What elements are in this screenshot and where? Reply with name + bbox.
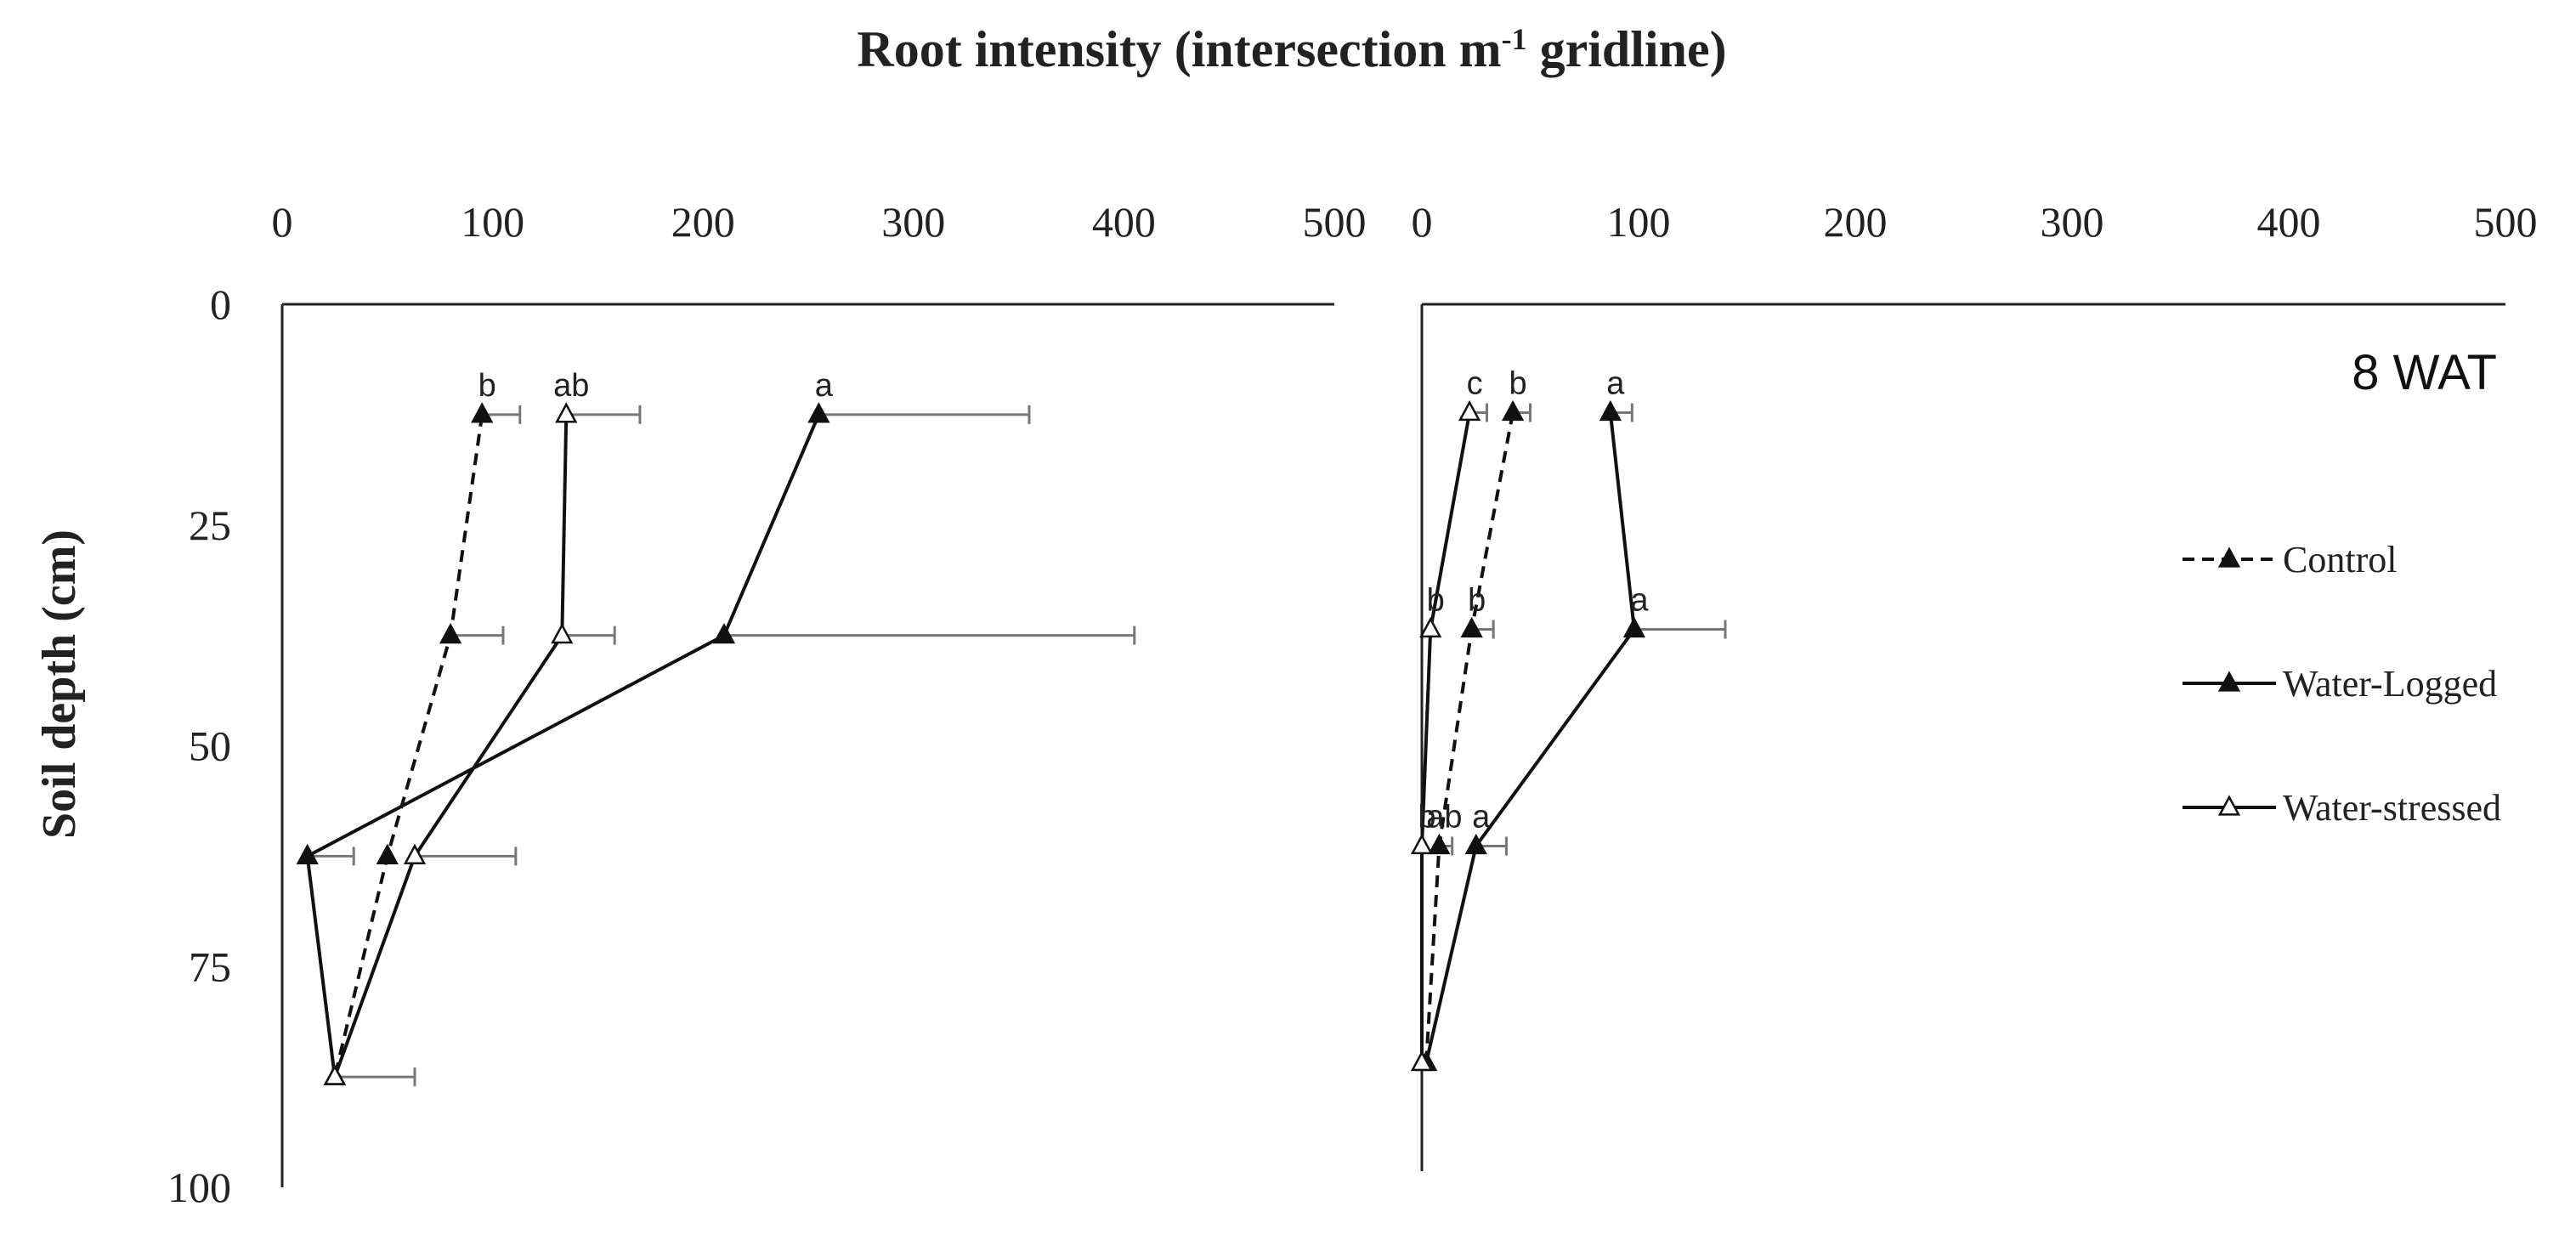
legend: Control Water-Logged Water-stressed [2183,539,2501,829]
significance-letter: b [1509,366,1527,402]
y-tick-label: 100 [167,1164,231,1211]
significance-letter: b [478,368,496,404]
data-point-marker [551,622,574,644]
data-point-marker [1599,399,1622,422]
chart-title-sup: -1 [1502,22,1527,56]
significance-letter: b [1418,800,1435,835]
data-point-marker [1410,1050,1434,1072]
significance-letter: a [1606,366,1625,402]
y-tick-label: 0 [210,280,231,328]
data-point-marker [1419,616,1442,638]
significance-letter: ab [553,368,589,404]
data-point-marker [555,402,578,423]
x-tick-label: 100 [461,198,524,246]
significance-letter: b [1468,583,1486,619]
series-water-stressed: ab [323,368,642,1085]
legend-marker [2217,546,2241,568]
series-line [305,414,821,1078]
y-tick-label: 75 [189,943,231,990]
significance-letter: b [1427,583,1445,619]
x-tick-label: 200 [1824,198,1888,246]
data-point-marker [296,843,319,865]
data-point-marker [1622,616,1646,638]
significance-letter: a [1472,800,1491,835]
series-line [333,414,569,1078]
x-tick-label: 0 [272,198,293,246]
data-point-marker [376,843,399,865]
x-tick-label: 100 [1607,198,1671,246]
panel-1: 0 100 200 300 400 500 0 25 50 75 100 b a ab [167,198,1367,1211]
data-point-marker [1464,833,1487,855]
data-point-marker [403,843,427,865]
data-point-marker [712,622,736,644]
x-tick-label: 400 [2257,198,2321,246]
series-line [1420,412,1472,1063]
series-water-stressed: cbb [1410,366,1488,1072]
data-point-marker [439,622,462,644]
chart-title-main: Root intensity (intersection m [857,21,1501,77]
data-point-marker [323,1064,347,1085]
series-water-logged: a [296,368,1136,1087]
legend-label: Control [2283,539,2397,580]
panel-label: 8 WAT [2352,345,2497,400]
significance-letter: c [1467,366,1483,402]
y-tick-label: 25 [189,501,231,549]
series-line [332,414,484,1078]
x-tick-label: 0 [1412,198,1433,246]
x-tick-label: 500 [1303,198,1367,246]
significance-letter: a [815,368,834,404]
legend-item-water-logged: Water-Logged [2183,663,2497,705]
chart-title: Root intensity (intersection m-1 gridlin… [857,21,1726,77]
x-tick-label: 400 [1092,198,1156,246]
data-point-marker [1458,399,1481,422]
legend-item-water-stressed: Water-stressed [2183,787,2501,829]
x-tick-label: 300 [881,198,945,246]
x-tick-label: 200 [671,198,735,246]
series-line [1424,412,1636,1063]
data-point-marker [1501,399,1525,422]
y-tick-label: 50 [189,722,231,770]
data-point-marker [807,402,830,423]
series-line [1424,412,1515,1063]
chart-title-tail: gridline) [1527,21,1727,77]
data-point-marker [1410,833,1434,855]
y-axis-label: Soil depth (cm) [33,529,86,839]
x-tick-label: 300 [2041,198,2104,246]
significance-letter: ab [1426,800,1462,835]
legend-marker [2217,671,2241,692]
legend-item-control: Control [2183,539,2397,580]
significance-letter: a [1630,583,1649,619]
legend-label: Water-stressed [2283,787,2501,829]
legend-marker [2217,795,2241,816]
data-point-marker [1428,833,1451,855]
data-point-marker [471,402,494,423]
data-point-marker [1460,616,1483,638]
x-tick-label: 500 [2474,198,2538,246]
legend-label: Water-Logged [2283,663,2497,705]
